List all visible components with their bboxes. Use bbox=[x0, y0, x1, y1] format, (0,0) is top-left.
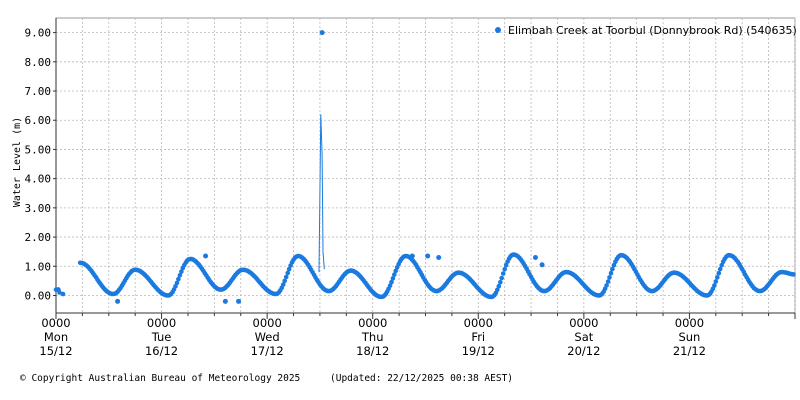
data-point bbox=[393, 268, 399, 274]
y-tick-label: 3.00 bbox=[25, 202, 52, 215]
data-point bbox=[286, 266, 292, 272]
data-point bbox=[717, 266, 723, 272]
data-point bbox=[500, 271, 506, 276]
y-axis-title: Water Level (m) bbox=[12, 117, 23, 207]
data-point bbox=[608, 270, 614, 276]
outlier-point bbox=[203, 253, 209, 259]
data-point bbox=[283, 274, 289, 280]
x-tick-time: 0000 bbox=[569, 316, 598, 330]
data-point bbox=[390, 276, 396, 281]
x-tick-date: 21/12 bbox=[673, 344, 706, 358]
y-tick-label: 0.00 bbox=[25, 289, 52, 302]
y-tick-label: 6.00 bbox=[25, 114, 52, 127]
x-tick-day: Mon bbox=[44, 330, 68, 344]
outlier-point bbox=[236, 298, 242, 304]
data-point bbox=[387, 283, 393, 288]
x-tick-date: 19/12 bbox=[462, 344, 495, 358]
data-point bbox=[177, 273, 183, 278]
outlier-point bbox=[436, 255, 442, 261]
data-point bbox=[605, 279, 611, 284]
legend-marker bbox=[495, 27, 501, 33]
data-point bbox=[716, 270, 722, 276]
x-tick-date: 15/12 bbox=[39, 344, 72, 358]
data-point bbox=[713, 279, 719, 284]
data-point bbox=[179, 269, 184, 274]
y-tick-label: 1.00 bbox=[25, 260, 52, 273]
axes: 0.00 1.00 2.00 3.00 4.00 5.00 6.00 7.00 8.00 9.00… bbox=[25, 18, 796, 358]
x-tick-time: 0000 bbox=[147, 316, 176, 330]
data-point bbox=[712, 283, 717, 288]
data-point bbox=[502, 266, 508, 272]
y-tick-label: 2.00 bbox=[25, 231, 52, 244]
outlier-point bbox=[532, 255, 538, 261]
y-tick-label: 8.00 bbox=[25, 56, 52, 69]
x-tick-time: 0000 bbox=[464, 316, 493, 330]
x-tick-day: Fri bbox=[471, 330, 485, 344]
data-point bbox=[604, 283, 609, 288]
outlier-point bbox=[115, 298, 121, 304]
spike-line bbox=[318, 114, 325, 273]
data-point bbox=[60, 291, 66, 297]
x-tick-date: 16/12 bbox=[145, 344, 178, 358]
x-tick-day: Thu bbox=[361, 330, 384, 344]
data-point bbox=[176, 276, 181, 282]
x-tick-time: 0000 bbox=[675, 316, 704, 330]
data-point bbox=[503, 262, 509, 268]
x-tick-day: Sat bbox=[574, 330, 593, 344]
data-point bbox=[498, 280, 503, 285]
x-tick-date: 17/12 bbox=[251, 344, 284, 358]
x-tick-time: 0000 bbox=[358, 316, 387, 330]
x-tick-day: Wed bbox=[255, 330, 280, 344]
x-tick-date: 20/12 bbox=[567, 344, 600, 358]
legend: Elimbah Creek at Toorbul (Donnybrook Rd)… bbox=[495, 24, 797, 37]
data-point bbox=[495, 287, 500, 293]
data-point bbox=[791, 272, 796, 277]
data-points bbox=[53, 30, 796, 304]
outlier-point bbox=[222, 298, 228, 304]
updated-timestamp: (Updated: 22/12/2025 00:38 AEST) bbox=[330, 373, 514, 384]
data-point bbox=[389, 279, 394, 285]
x-tick-time: 0000 bbox=[41, 316, 70, 330]
data-point bbox=[281, 282, 286, 287]
legend-label: Elimbah Creek at Toorbul (Donnybrook Rd)… bbox=[508, 24, 797, 37]
data-point bbox=[282, 278, 288, 284]
outlier-point bbox=[319, 30, 325, 36]
data-point bbox=[499, 275, 505, 281]
data-point bbox=[715, 275, 720, 280]
data-point bbox=[392, 272, 397, 277]
y-tick-label: 9.00 bbox=[25, 27, 52, 40]
x-tick-date: 18/12 bbox=[356, 344, 389, 358]
data-point bbox=[607, 275, 612, 280]
data-point bbox=[285, 270, 291, 276]
grid-lines bbox=[55, 17, 796, 314]
x-tick-time: 0000 bbox=[253, 316, 282, 330]
outlier-point bbox=[55, 287, 61, 293]
outlier-point bbox=[409, 253, 415, 259]
copyright-notice: © Copyright Australian Bureau of Meteoro… bbox=[20, 373, 301, 384]
y-tick-label: 7.00 bbox=[25, 85, 52, 98]
data-point bbox=[610, 266, 615, 272]
data-point bbox=[496, 284, 502, 289]
y-tick-label: 4.00 bbox=[25, 173, 52, 186]
x-tick-day: Tue bbox=[151, 330, 172, 344]
data-point bbox=[174, 280, 180, 286]
y-tick-label: 5.00 bbox=[25, 143, 52, 156]
outlier-point bbox=[425, 253, 431, 259]
outlier-point bbox=[539, 262, 545, 268]
x-tick-day: Sun bbox=[678, 330, 700, 344]
